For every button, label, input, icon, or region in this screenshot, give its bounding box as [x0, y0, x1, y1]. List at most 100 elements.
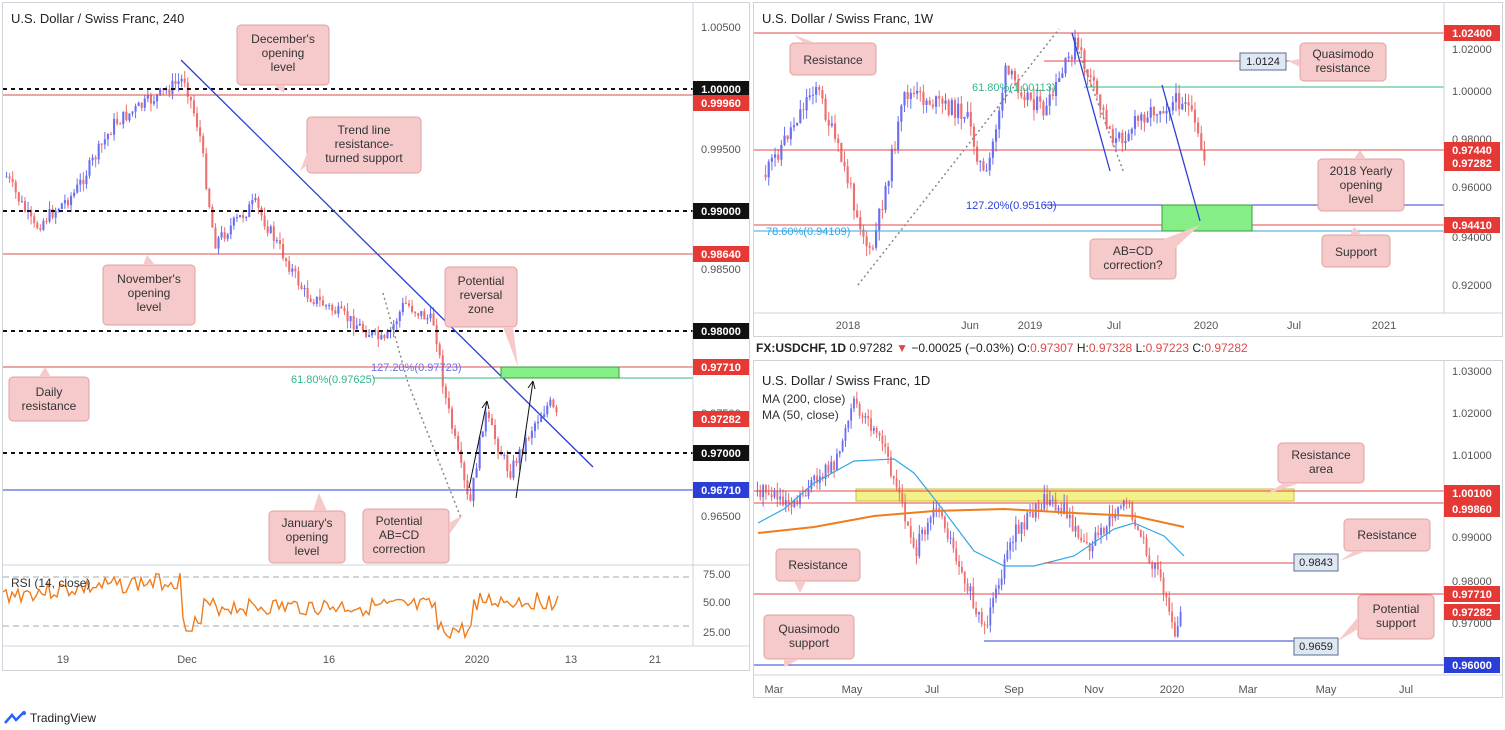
candle-body: [466, 480, 469, 495]
candle-body: [1099, 94, 1102, 108]
candle-body: [928, 100, 931, 105]
time-axis-label: 16: [323, 654, 335, 666]
candle-body: [103, 139, 106, 145]
h4-time-axis: 19 Dec 16 2020 13 21: [57, 654, 661, 666]
candle-body: [818, 87, 821, 91]
candle-body: [257, 197, 260, 208]
svg-text:resistance-: resistance-: [335, 137, 394, 151]
candle-body: [469, 494, 472, 501]
svg-text:2018 Yearly: 2018 Yearly: [1330, 164, 1393, 178]
price-tag: [1444, 142, 1500, 158]
candle-body: [70, 195, 73, 206]
candle-body: [975, 607, 978, 615]
rsi-label: RSI (14, close): [11, 576, 90, 590]
candle-body: [1140, 114, 1143, 121]
candle-body: [816, 475, 818, 483]
candle-body: [1143, 114, 1146, 123]
tradingview-branding[interactable]: TradingView: [4, 708, 96, 728]
price-tag-label: 0.97710: [1452, 589, 1492, 601]
candle-body: [853, 398, 855, 409]
candle-body: [862, 229, 865, 237]
candle-body: [131, 111, 134, 114]
candle-body: [935, 508, 938, 510]
candle-body: [285, 258, 288, 262]
candle-body: [30, 209, 33, 217]
callout-november-opening: November's opening level: [102, 255, 196, 326]
w1-qm-value: 1.0124: [1246, 56, 1280, 68]
candle-body: [263, 215, 266, 227]
candle-body: [998, 110, 1001, 130]
candle-body: [1066, 503, 1068, 518]
candle-body: [864, 416, 867, 418]
d1-chart-panel[interactable]: 0.9843 0.9659 1.03000 1.02000 1.01000 1.001…: [753, 360, 1503, 698]
candle-body: [202, 136, 205, 154]
w1-chart-panel[interactable]: 61.80%(1.00113) 127.20%(0.95163) 78.60%(…: [753, 2, 1503, 337]
candle-body: [830, 461, 833, 473]
price-tag-label: 0.96000: [1452, 660, 1492, 672]
h4-fib127-label: 127.20%(0.97723): [371, 362, 462, 374]
candle-body: [248, 204, 251, 217]
candle-body: [925, 100, 928, 105]
time-axis-label: 2020: [1160, 684, 1184, 696]
candle-body: [790, 503, 793, 507]
price-tag-label: 0.96710: [701, 485, 741, 497]
candle-body: [1000, 578, 1003, 586]
candle-body: [980, 612, 983, 625]
candle-body: [946, 528, 949, 539]
price-tag-label: 0.97282: [701, 414, 741, 426]
d1-title: U.S. Dollar / Swiss Franc, 1D: [762, 373, 930, 388]
candle-body: [847, 420, 850, 429]
candle-body: [503, 455, 506, 457]
candle-body: [906, 92, 909, 100]
candle-body: [947, 100, 950, 115]
candle-body: [966, 583, 969, 592]
price-axis-label: 0.99500: [701, 144, 741, 156]
candle-body: [850, 408, 853, 421]
time-axis-label: May: [842, 684, 863, 696]
d1-r9843: 0.9843: [1299, 557, 1333, 569]
candle-body: [282, 244, 285, 259]
svg-text:Potential: Potential: [458, 274, 505, 288]
candle-body: [1006, 550, 1009, 560]
candle-body: [94, 157, 97, 160]
d1-open-label: O:: [1017, 341, 1031, 355]
candle-body: [17, 192, 20, 202]
candle-body: [1077, 526, 1080, 538]
candle-body: [1070, 56, 1073, 60]
candle-body: [1108, 126, 1111, 129]
candle-body: [912, 537, 915, 548]
candle-body: [827, 119, 830, 126]
candle-body: [152, 101, 156, 104]
candle-body: [346, 311, 349, 322]
candle-body: [841, 440, 844, 452]
callout-january-opening: January's opening level: [268, 493, 346, 564]
candle-body: [1017, 524, 1020, 534]
ma200-line: [757, 507, 1185, 534]
candle-body: [1001, 92, 1004, 111]
candle-body: [765, 485, 767, 493]
h4-chart-panel[interactable]: 127.20%(0.97723) 61.80%(0.97625) 1.00500…: [2, 2, 750, 671]
svg-text:correction: correction: [373, 542, 426, 556]
time-axis-label: Jul: [925, 684, 939, 696]
time-axis-label: May: [1316, 684, 1337, 696]
candle-body: [377, 330, 380, 340]
candle-body: [1063, 503, 1066, 515]
svg-text:turned support: turned support: [325, 151, 403, 165]
d1-ma50-label: MA (50, close): [762, 408, 839, 422]
candle-body: [844, 428, 847, 441]
candle-body: [457, 435, 460, 450]
candle-body: [1154, 563, 1156, 569]
candle-body: [941, 511, 943, 517]
candle-body: [934, 96, 938, 107]
candle-body: [432, 313, 435, 326]
candle-body: [889, 456, 892, 476]
svg-text:area: area: [1309, 462, 1333, 476]
candle-body: [1054, 499, 1057, 511]
candle-body: [966, 112, 969, 117]
time-axis-label: 13: [565, 654, 577, 666]
candle-body: [5, 176, 8, 178]
candle-body: [91, 157, 94, 161]
candle-body: [868, 246, 871, 248]
candle-body: [45, 220, 48, 222]
candle-body: [887, 446, 889, 457]
